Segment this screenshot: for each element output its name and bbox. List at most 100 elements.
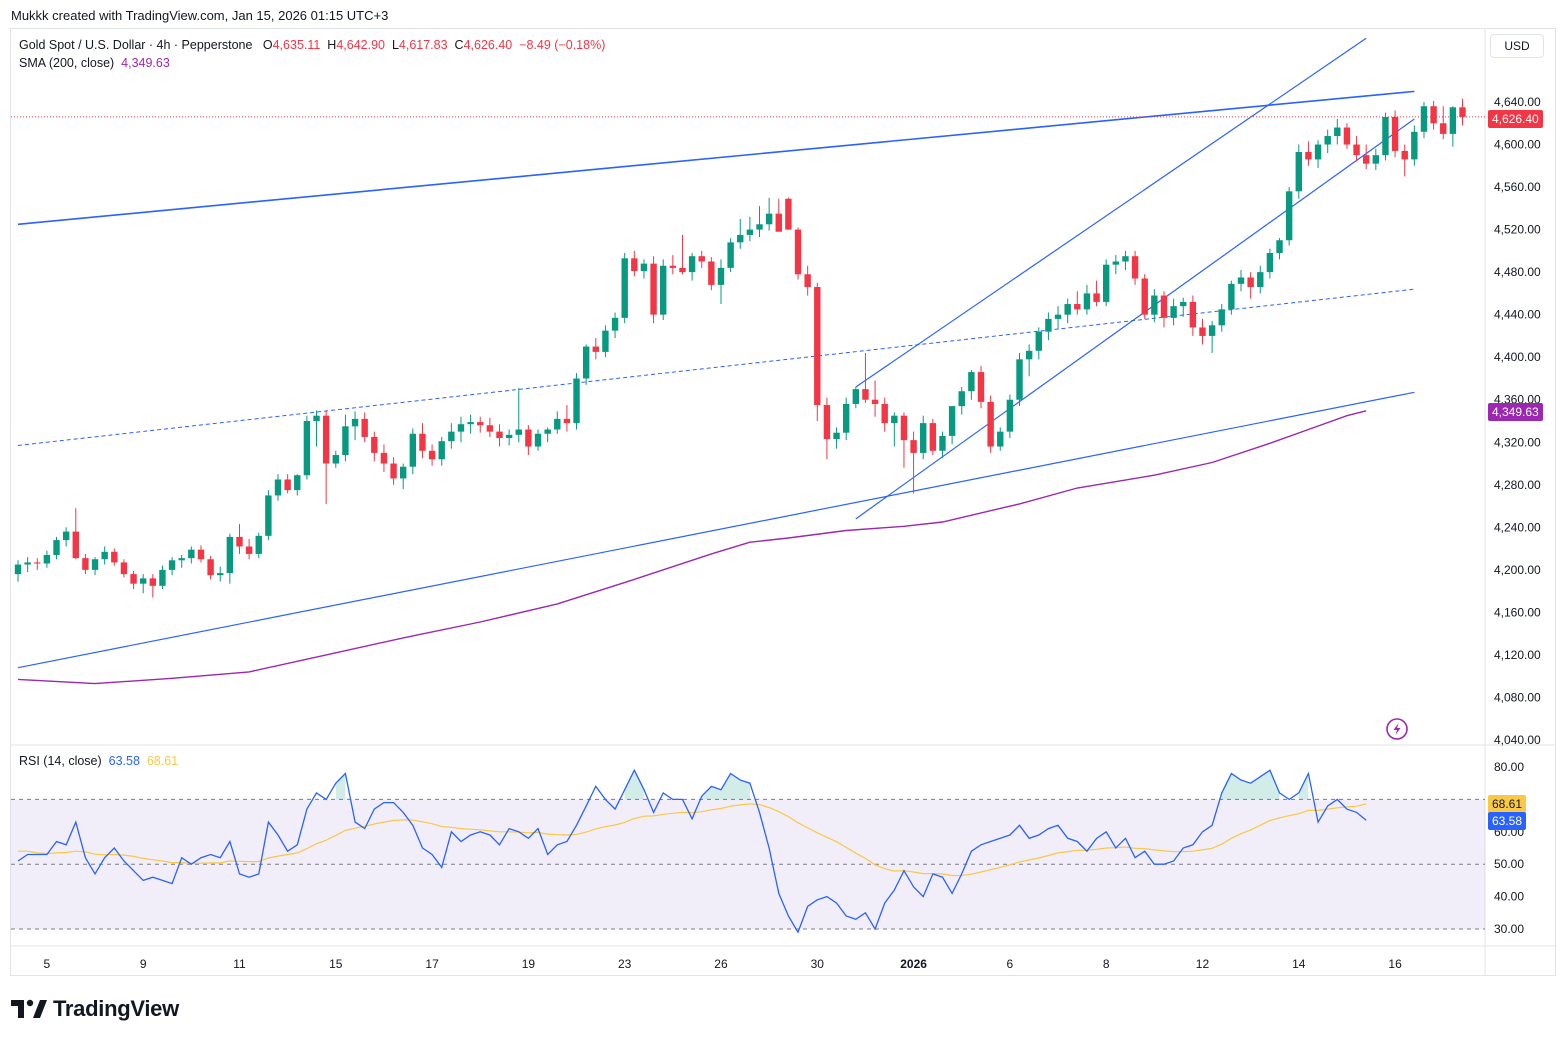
candle-body [188,549,195,559]
candle [1131,250,1139,285]
candle [91,557,99,576]
candle-body [775,213,782,232]
candle [1247,272,1254,299]
candle-body [852,389,860,404]
candle-body [1151,295,1158,315]
candle [72,508,79,560]
rsi-legend[interactable]: RSI (14, close) 63.58 68.61 [19,754,178,768]
rsi-overbought-fill [335,773,346,800]
price-tick-label: 4,400.00 [1494,350,1541,364]
candle [997,427,1004,451]
candle-body [1276,240,1283,253]
rsi-badge: 63.58 [1488,812,1527,830]
candle-body [1305,151,1312,160]
candle [968,369,975,400]
time-tick-label: 14 [1292,957,1306,971]
time-tick-label: 19 [522,957,536,971]
candle-body [496,431,503,439]
candle [640,259,648,279]
candle-body [380,452,388,464]
candle-body [448,431,455,442]
candle-body [534,433,542,447]
candle [631,250,638,277]
candle-body [1314,144,1322,160]
candle [1353,136,1360,162]
tradingview-logo[interactable]: TradingView [11,996,179,1022]
candle-body [91,559,99,570]
rsi-line [17,768,1367,934]
rsi-overbought-fill [1298,773,1309,800]
sma-legend[interactable]: SMA (200, close) 4,349.63 [19,56,170,70]
lightning-icon[interactable] [1386,718,1408,740]
price-tick-label: 4,280.00 [1494,478,1541,492]
currency-button[interactable]: USD [1490,34,1544,58]
candle-body [428,450,436,460]
candle-body [1122,256,1129,262]
candle [24,557,31,572]
candle [1237,270,1245,292]
candle-body [1208,325,1216,336]
candle [804,265,811,296]
header-credit: Mukkk created with TradingView.com, Jan … [11,8,389,23]
time-tick-label: 17 [425,957,439,971]
candle [313,410,320,447]
candle [409,428,417,475]
candle [245,539,253,560]
candle [1170,298,1177,326]
candle-body [987,401,994,447]
candle [1035,327,1042,360]
candle-body [409,433,417,467]
candle-body [900,415,908,441]
candle [814,282,821,421]
candle-body [111,551,118,563]
candle-body [997,431,1004,447]
change-value: −8.49 (−0.18%) [519,38,606,52]
candle-body [679,267,686,273]
candle [1074,291,1081,315]
sma-line [17,410,1367,685]
rsi-overbought-fill [701,773,750,800]
candle [1363,144,1370,169]
candle [929,418,937,456]
candle-body [621,258,628,318]
candle [698,250,705,268]
candle [322,410,330,504]
candle [428,444,436,466]
candle-body [669,265,677,268]
candle-body [1237,277,1245,284]
candle [53,536,60,560]
candle-body [486,425,494,432]
time-tick-label: 30 [811,957,825,971]
symbol-title[interactable]: Gold Spot / U.S. Dollar · 4h · Peppersto… [19,38,253,52]
candle-body [159,569,166,586]
sma-value: 4,349.63 [121,56,170,70]
candle-body [1353,144,1360,156]
candle-body [477,422,484,426]
candle [515,388,522,443]
price-layer [11,37,1485,685]
candle-body [823,405,831,440]
sma-label: SMA (200, close) [19,56,115,70]
candle [1285,187,1293,246]
candle [236,524,243,554]
candle [486,417,494,437]
candle [1257,265,1264,294]
candle-body [332,455,339,464]
candle-body [1401,150,1408,160]
candle [785,197,792,230]
candle [294,474,301,496]
candle [1112,255,1120,275]
candle [371,431,378,462]
candle-body [611,317,619,331]
candle-body [1074,304,1081,310]
candle [1372,148,1380,171]
candle [1180,297,1187,317]
candle [660,259,667,320]
candle [342,414,349,462]
candle [438,436,445,466]
candle-body [804,274,811,288]
candle-body [1334,127,1341,137]
candle-body [1266,252,1274,273]
candle-body [390,463,397,479]
